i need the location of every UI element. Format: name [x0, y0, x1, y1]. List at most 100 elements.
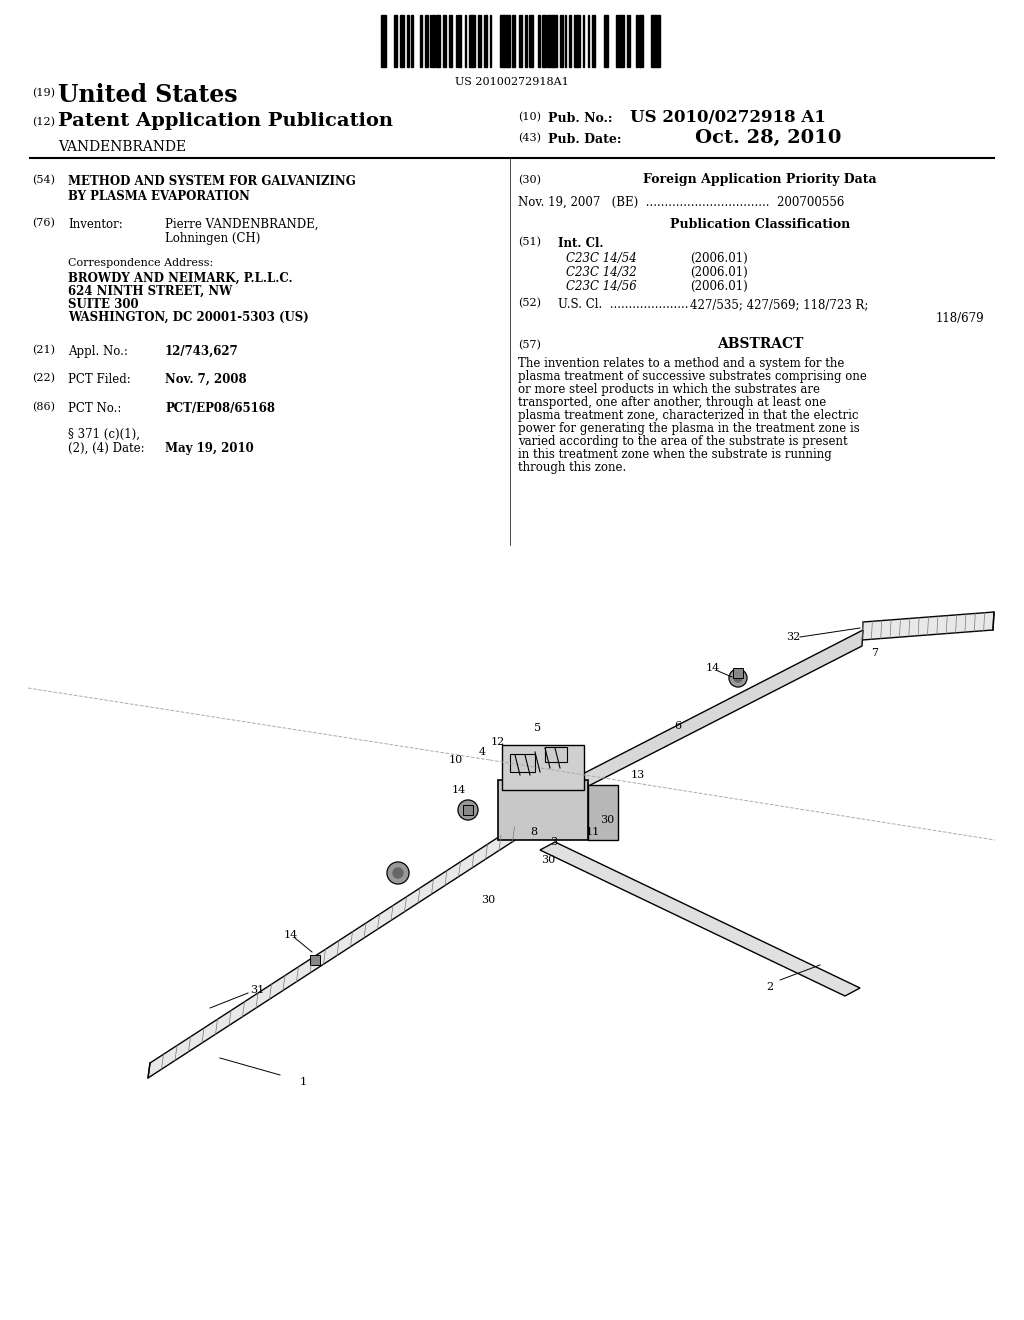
Text: (2006.01): (2006.01) [690, 252, 748, 265]
Bar [407, 15, 409, 67]
Text: Correspondence Address:: Correspondence Address: [68, 257, 213, 268]
Bar [542, 15, 545, 67]
Text: in this treatment zone when the substrate is running: in this treatment zone when the substrat… [518, 447, 831, 461]
Text: § 371 (c)(1),: § 371 (c)(1), [68, 428, 140, 441]
Text: 13: 13 [631, 770, 645, 780]
Bar [402, 15, 404, 67]
Text: Int. Cl.: Int. Cl. [558, 238, 603, 249]
Text: varied according to the area of the substrate is present: varied according to the area of the subs… [518, 436, 848, 447]
Text: (2006.01): (2006.01) [690, 280, 748, 293]
Bar [420, 15, 422, 67]
Bar [604, 15, 606, 67]
Text: 31: 31 [250, 985, 264, 995]
Bar [552, 15, 554, 67]
Bar [618, 15, 622, 67]
FancyBboxPatch shape [498, 780, 588, 840]
Text: (57): (57) [518, 341, 541, 350]
Bar [560, 15, 563, 67]
Bar [636, 15, 638, 67]
Circle shape [393, 869, 403, 878]
Text: METHOD AND SYSTEM FOR GALVANIZING: METHOD AND SYSTEM FOR GALVANIZING [68, 176, 355, 187]
Text: 624 NINTH STREET, NW: 624 NINTH STREET, NW [68, 285, 232, 298]
Text: plasma treatment of successive substrates comprising one: plasma treatment of successive substrate… [518, 370, 867, 383]
Circle shape [734, 675, 742, 682]
Polygon shape [540, 842, 860, 997]
Text: C23C 14/32: C23C 14/32 [566, 267, 637, 279]
Bar [554, 15, 557, 67]
Text: 30: 30 [481, 895, 496, 906]
Text: SUITE 300: SUITE 300 [68, 298, 138, 312]
Text: (22): (22) [32, 374, 55, 383]
Bar [458, 15, 461, 67]
Bar [616, 15, 618, 67]
Bar [394, 15, 397, 67]
Bar [653, 15, 655, 67]
Text: VANDENBRANDE: VANDENBRANDE [58, 140, 186, 154]
Text: 10: 10 [449, 755, 463, 766]
Text: power for generating the plasma in the treatment zone is: power for generating the plasma in the t… [518, 422, 860, 436]
Bar [577, 15, 580, 67]
Text: transported, one after another, through at least one: transported, one after another, through … [518, 396, 826, 409]
Text: PCT No.:: PCT No.: [68, 403, 122, 414]
Bar [606, 15, 608, 67]
Bar [548, 15, 550, 67]
Text: (86): (86) [32, 403, 55, 412]
Bar [384, 15, 386, 67]
Bar [651, 15, 653, 67]
Circle shape [464, 807, 472, 814]
Text: 2: 2 [766, 982, 773, 993]
Bar [425, 15, 428, 67]
Bar [432, 15, 435, 67]
Polygon shape [526, 630, 863, 818]
Bar [470, 15, 472, 67]
Bar [436, 15, 438, 67]
Text: (21): (21) [32, 345, 55, 355]
Text: 11: 11 [586, 828, 600, 837]
Bar [443, 15, 446, 67]
Text: 14: 14 [706, 663, 720, 673]
Bar [733, 668, 743, 678]
Text: plasma treatment zone, characterized in that the electric: plasma treatment zone, characterized in … [518, 409, 858, 422]
Bar [400, 15, 402, 67]
Text: 6: 6 [675, 721, 682, 731]
Text: (43): (43) [518, 133, 541, 144]
Text: BY PLASMA EVAPORATION: BY PLASMA EVAPORATION [68, 190, 250, 203]
Bar [529, 15, 532, 67]
Text: Patent Application Publication: Patent Application Publication [58, 112, 393, 129]
Polygon shape [148, 818, 528, 1078]
Text: (2006.01): (2006.01) [690, 267, 748, 279]
Bar [519, 15, 522, 67]
Bar [592, 15, 595, 67]
Bar [479, 15, 481, 67]
Text: 118/679: 118/679 [935, 312, 984, 325]
Text: PCT Filed:: PCT Filed: [68, 374, 131, 385]
Text: (2), (4) Date:: (2), (4) Date: [68, 442, 144, 455]
Text: (19): (19) [32, 88, 55, 98]
Text: BROWDY AND NEIMARK, P.L.L.C.: BROWDY AND NEIMARK, P.L.L.C. [68, 272, 293, 285]
Text: 4: 4 [478, 747, 485, 756]
Text: 8: 8 [530, 828, 538, 837]
Text: May 19, 2010: May 19, 2010 [165, 442, 254, 455]
Text: 3: 3 [551, 837, 557, 847]
Text: ABSTRACT: ABSTRACT [717, 337, 803, 351]
Bar [574, 15, 577, 67]
Text: (52): (52) [518, 298, 541, 309]
Text: US 2010/0272918 A1: US 2010/0272918 A1 [630, 110, 826, 125]
Text: Inventor:: Inventor: [68, 218, 123, 231]
Bar [588, 785, 618, 840]
Text: (12): (12) [32, 117, 55, 127]
Text: United States: United States [58, 83, 238, 107]
Bar [510, 754, 535, 772]
Bar [463, 805, 473, 814]
Text: Nov. 7, 2008: Nov. 7, 2008 [165, 374, 247, 385]
Text: US 20100272918A1: US 20100272918A1 [455, 77, 569, 87]
Text: WASHINGTON, DC 20001-5303 (US): WASHINGTON, DC 20001-5303 (US) [68, 312, 309, 323]
Bar [569, 15, 571, 67]
Text: 30: 30 [600, 814, 614, 825]
Text: The invention relates to a method and a system for the: The invention relates to a method and a … [518, 356, 845, 370]
Bar [500, 15, 502, 67]
Text: Pub. Date:: Pub. Date: [548, 133, 622, 147]
Text: 12: 12 [490, 737, 505, 747]
Text: 32: 32 [786, 632, 800, 642]
Text: (51): (51) [518, 238, 541, 247]
